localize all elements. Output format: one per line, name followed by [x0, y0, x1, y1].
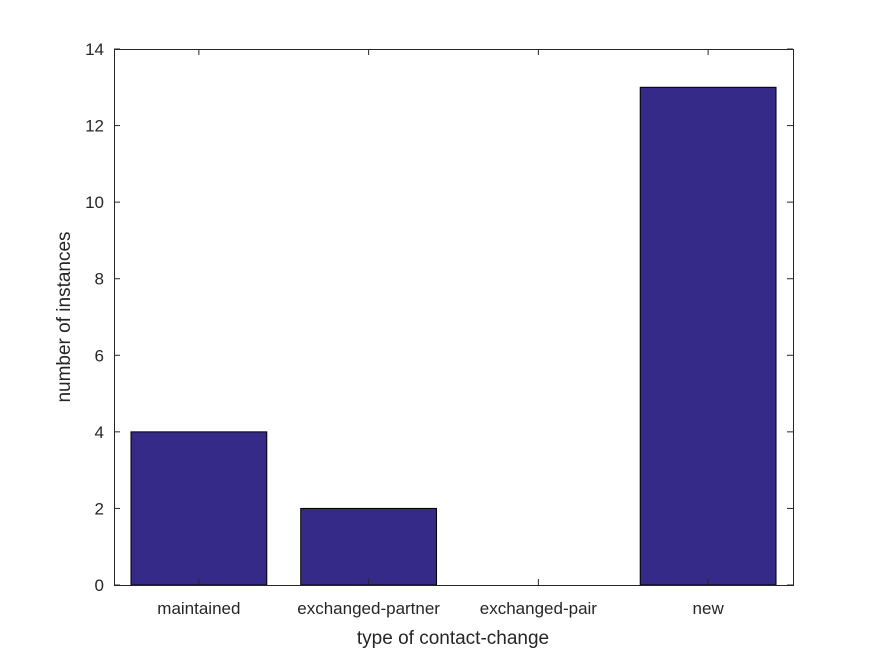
y-tick-label: 14	[85, 40, 104, 59]
y-tick-label: 4	[95, 423, 104, 442]
y-tick-label: 8	[95, 270, 104, 289]
y-tick-label: 12	[85, 117, 104, 136]
axes-box	[114, 49, 794, 586]
y-tick-label: 2	[95, 499, 104, 518]
bar-exchanged-partner	[300, 507, 438, 586]
y-tick-label: 10	[85, 193, 104, 212]
x-tick-label: maintained	[157, 599, 240, 618]
x-tick-label: exchanged-partner	[297, 599, 440, 618]
y-axis-label: number of instances	[54, 231, 75, 402]
x-axis-label: type of contact-change	[357, 628, 549, 649]
x-tick-label: exchanged-pair	[480, 599, 598, 618]
bar-maintained	[130, 431, 268, 586]
bar-new	[639, 86, 777, 586]
y-tick-label: 6	[95, 346, 104, 365]
x-tick-label: new	[693, 599, 725, 618]
y-tick-label: 0	[95, 576, 104, 595]
